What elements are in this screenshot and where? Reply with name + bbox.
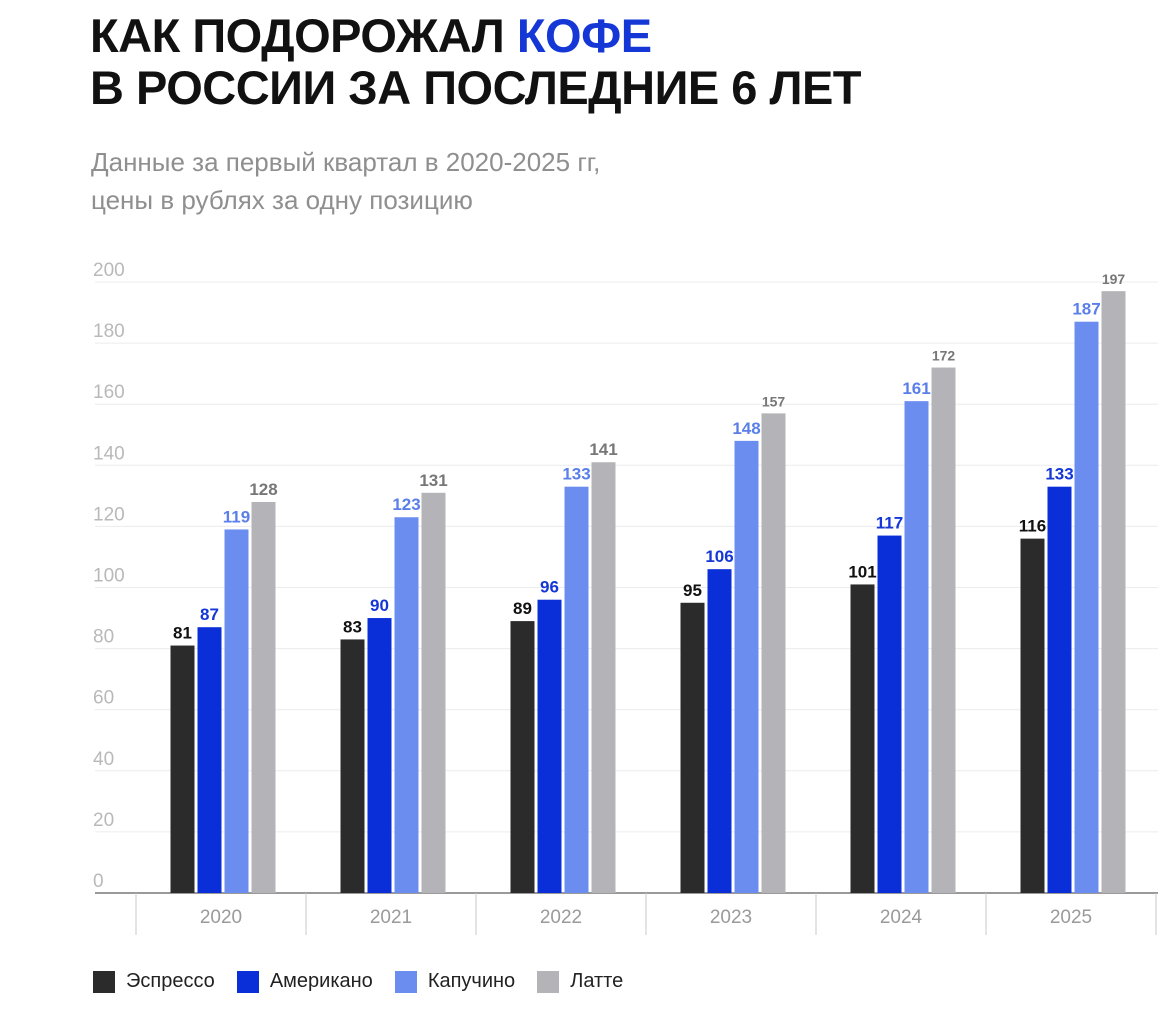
bar xyxy=(680,602,705,893)
chart-legend: Эспрессо Американо Капучино Латте xyxy=(93,970,645,993)
bar-value-label: 148 xyxy=(732,419,760,438)
bar-value-label: 133 xyxy=(562,465,590,484)
bar-chart: 0 20 40 60 80 100 120 140 160 180 200 2020 2021 2022 2… xyxy=(93,260,1158,935)
bar-value-label: 141 xyxy=(589,440,617,459)
legend-label: Эспрессо xyxy=(126,970,215,992)
y-tick-label: 160 xyxy=(93,382,125,403)
x-tick-label: 2023 xyxy=(710,907,752,928)
bar xyxy=(734,440,759,893)
chart-title: КАК ПОДОРОЖАЛ КОФЕ В РОССИИ ЗА ПОСЛЕДНИЕ… xyxy=(90,10,862,114)
bar xyxy=(340,639,365,893)
bar-value-label: 197 xyxy=(1102,271,1126,287)
legend-label: Капучино xyxy=(427,970,516,992)
legend-item: Эспрессо xyxy=(93,970,215,993)
bar xyxy=(510,621,535,893)
bar xyxy=(707,569,732,893)
legend-label: Латте xyxy=(570,970,624,992)
legend-item: Американо xyxy=(236,970,373,993)
x-tick-label: 2025 xyxy=(1050,907,1092,928)
y-tick-label: 140 xyxy=(93,443,125,464)
bar-value-label: 116 xyxy=(1019,517,1046,536)
bar-value-label: 133 xyxy=(1045,465,1073,484)
bar-value-label: 106 xyxy=(705,547,733,566)
legend-swatch xyxy=(394,970,417,993)
legend-label: Американо xyxy=(269,970,373,992)
bar xyxy=(1074,321,1099,894)
bar-value-label: 81 xyxy=(173,624,192,643)
bar-value-label: 119 xyxy=(223,507,250,526)
bar-value-label: 89 xyxy=(513,599,532,618)
bar-value-label: 96 xyxy=(540,578,559,597)
bar xyxy=(761,413,786,893)
y-tick-label: 80 xyxy=(93,627,114,648)
y-tick-label: 100 xyxy=(93,566,125,587)
y-tick-label: 180 xyxy=(93,321,125,342)
bar xyxy=(251,501,276,893)
bar xyxy=(197,627,222,893)
bar xyxy=(170,645,195,893)
x-tick-label: 2020 xyxy=(200,907,242,928)
bar-value-label: 101 xyxy=(848,562,876,581)
x-tick-label: 2024 xyxy=(880,907,923,928)
bar xyxy=(537,599,562,893)
subtitle-line-1: Данные за первый квартал в 2020-2025 гг, xyxy=(91,147,601,177)
bar-value-label: 90 xyxy=(370,596,389,615)
bar-value-label: 83 xyxy=(343,617,362,636)
bar-value-label: 187 xyxy=(1072,300,1100,319)
bar xyxy=(591,462,616,893)
bar-value-label: 95 xyxy=(683,581,702,600)
x-tick-label: 2022 xyxy=(540,907,582,928)
legend-swatch xyxy=(537,970,560,993)
y-tick-label: 60 xyxy=(93,688,114,709)
bar xyxy=(1047,486,1072,893)
bar xyxy=(850,584,875,893)
legend-item: Латте xyxy=(537,970,623,993)
bar-value-label: 131 xyxy=(419,471,447,490)
legend-swatch xyxy=(236,970,259,993)
bar-value-label: 87 xyxy=(200,605,219,624)
bar-value-label: 117 xyxy=(876,514,903,533)
bar xyxy=(1020,538,1045,893)
title-accent-word: КОФЕ xyxy=(516,9,652,62)
y-tick-label: 200 xyxy=(93,260,125,281)
bar xyxy=(904,401,929,893)
bar-value-label: 161 xyxy=(902,379,930,398)
legend-item: Капучино xyxy=(394,970,516,993)
bar xyxy=(931,367,956,893)
title-prefix: КАК ПОДОРОЖАЛ xyxy=(90,9,505,62)
title-line-2: В РОССИИ ЗА ПОСЛЕДНИЕ 6 ЛЕТ xyxy=(90,61,862,114)
y-tick-label: 120 xyxy=(93,504,125,525)
bar xyxy=(877,535,902,893)
bar-value-label: 172 xyxy=(932,348,956,364)
bar xyxy=(421,492,446,893)
subtitle-line-2: цены в рублях за одну позицию xyxy=(91,185,473,215)
y-tick-label: 40 xyxy=(93,749,114,770)
bar-value-label: 128 xyxy=(249,480,277,499)
bar-value-label: 157 xyxy=(762,393,786,409)
bar xyxy=(1101,291,1126,893)
bar xyxy=(367,618,392,893)
y-tick-label: 20 xyxy=(93,810,114,831)
chart-subtitle: Данные за первый квартал в 2020-2025 гг,… xyxy=(91,143,600,219)
bar xyxy=(224,529,249,893)
bar-value-label: 123 xyxy=(392,495,420,514)
bar xyxy=(394,517,419,893)
bar xyxy=(564,486,589,893)
legend-swatch xyxy=(93,970,115,993)
x-tick-label: 2021 xyxy=(370,907,412,928)
title-line-1: КАК ПОДОРОЖАЛ КОФЕ xyxy=(90,10,861,62)
y-tick-label: 0 xyxy=(93,871,104,892)
